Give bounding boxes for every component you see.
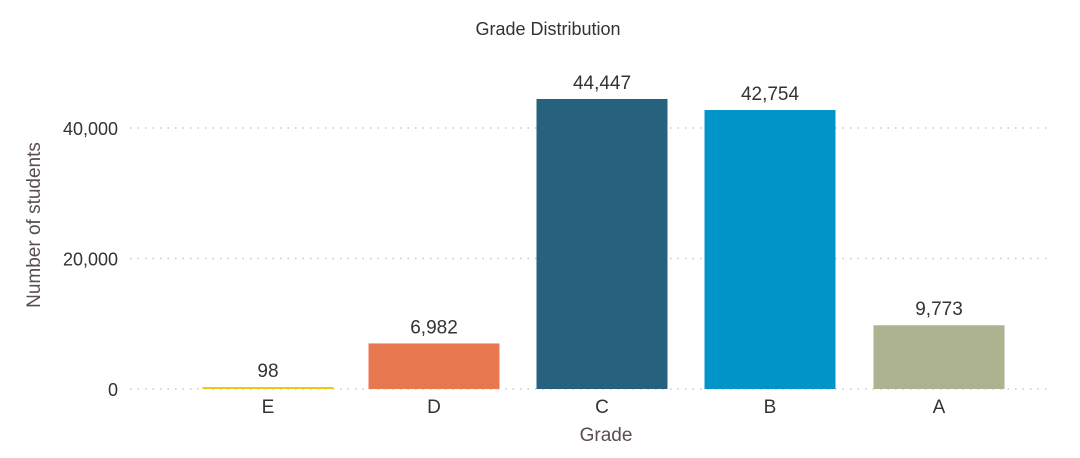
x-axis-label: Grade	[580, 425, 633, 446]
y-axis-ticks: 0 20,000 40,000	[63, 119, 118, 400]
x-tick-label-a: A	[933, 397, 946, 418]
bar-e	[202, 387, 334, 389]
data-label-d: 6,982	[410, 317, 458, 338]
x-tick-label-b: B	[764, 397, 777, 418]
data-labels: 98 6,982 44,447 42,754 9,773	[257, 73, 962, 382]
bar-c	[536, 98, 668, 389]
bars	[202, 98, 1005, 389]
data-label-c: 44,447	[573, 73, 631, 94]
y-tick-label-0: 0	[108, 380, 118, 400]
data-label-b: 42,754	[741, 84, 800, 105]
bar-a	[873, 325, 1005, 389]
data-label-a: 9,773	[915, 299, 963, 320]
x-tick-label-c: C	[595, 397, 609, 418]
chart-title: Grade Distribution	[475, 19, 620, 39]
x-tick-label-e: E	[262, 397, 275, 418]
y-tick-label-1: 20,000	[63, 250, 118, 270]
y-axis-label: Number of students	[24, 142, 45, 308]
bar-d	[368, 343, 500, 389]
x-tick-label-d: D	[427, 397, 441, 418]
y-tick-label-2: 40,000	[63, 119, 118, 139]
data-label-e: 98	[257, 361, 278, 382]
bar-b	[704, 110, 836, 389]
